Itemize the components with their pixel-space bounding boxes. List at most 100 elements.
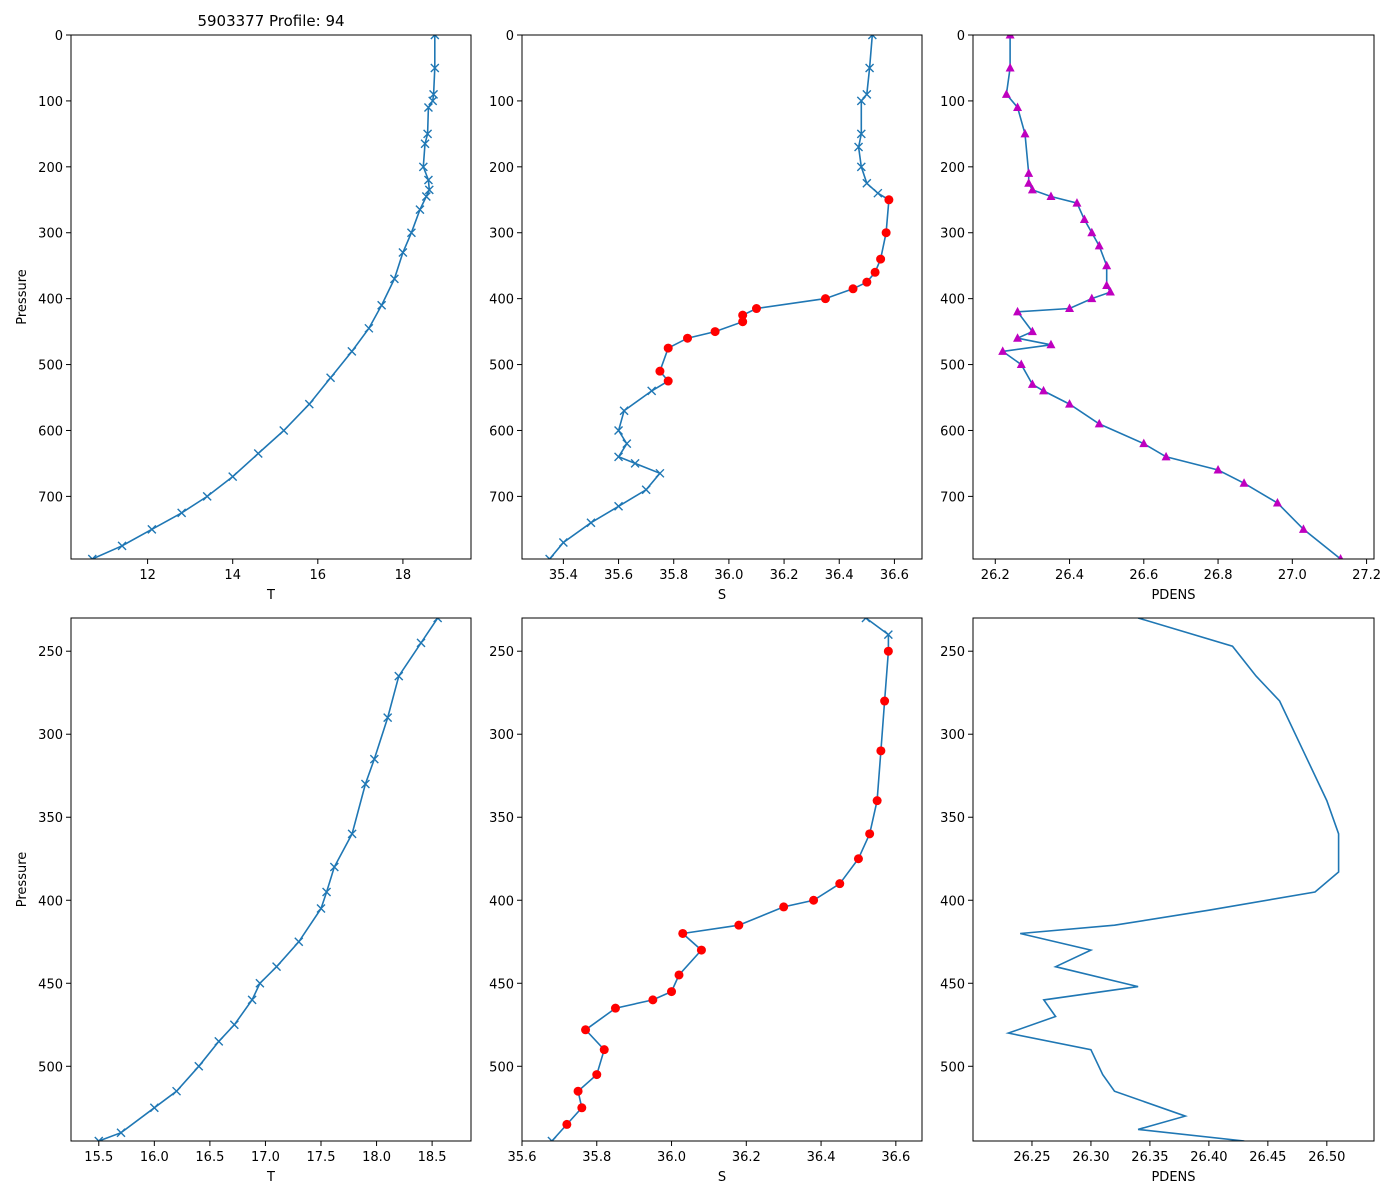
data-point xyxy=(430,63,440,73)
data-point xyxy=(389,274,399,284)
y-tick-label: 250 xyxy=(940,645,965,660)
series-line xyxy=(548,35,890,559)
panel-top-right: 26.2 26.4 26.6 26.8 27.0 27.2 0 100 200 300 400 500… xyxy=(940,29,1381,603)
x-tick-label: 16 xyxy=(310,568,327,583)
data-point xyxy=(87,554,97,559)
series-line xyxy=(1005,618,1340,1141)
data-point xyxy=(1005,35,1015,39)
x-tick-label: 26.35 xyxy=(1131,1150,1168,1165)
data-point xyxy=(696,945,706,955)
data-point xyxy=(1337,554,1344,559)
y-tick-label: 400 xyxy=(489,293,514,308)
data-point xyxy=(418,162,428,172)
data-point xyxy=(377,300,387,310)
x-axis-label: T xyxy=(266,588,275,603)
data-point xyxy=(347,346,357,356)
x-tick-label: 36.6 xyxy=(880,568,909,583)
y-tick-label: 700 xyxy=(38,490,63,505)
data-point xyxy=(1001,89,1011,98)
y-tick-label: 200 xyxy=(38,161,63,176)
data-point xyxy=(1027,326,1037,336)
data-point xyxy=(853,854,863,864)
data-point xyxy=(1072,198,1082,207)
x-tick-label: 26.40 xyxy=(1190,1150,1227,1165)
x-tick-label: 35.6 xyxy=(604,568,633,583)
x-tick-label: 35.4 xyxy=(549,568,578,583)
data-point xyxy=(304,399,314,409)
x-tick-label: 27.0 xyxy=(1278,568,1307,583)
data-point xyxy=(229,1020,239,1030)
y-tick-label: 450 xyxy=(489,977,514,992)
data-point xyxy=(678,928,688,938)
y-tick-label: 300 xyxy=(38,227,63,242)
data-point xyxy=(149,1103,159,1113)
data-point xyxy=(881,228,891,238)
series-line xyxy=(551,618,890,1141)
data-point xyxy=(614,452,624,462)
series-line xyxy=(91,35,436,559)
data-point xyxy=(1094,240,1104,250)
data-point xyxy=(663,376,673,386)
data-point xyxy=(424,185,434,195)
data-point xyxy=(599,1045,609,1055)
data-point xyxy=(272,962,282,972)
data-point xyxy=(779,902,789,912)
data-point xyxy=(415,205,425,215)
series-line xyxy=(1000,35,1342,559)
data-point xyxy=(364,323,374,333)
data-point xyxy=(648,995,658,1005)
data-point xyxy=(94,1136,104,1141)
x-tick-label: 36.4 xyxy=(807,1150,836,1165)
data-point xyxy=(322,887,332,897)
data-point xyxy=(883,630,893,640)
data-point xyxy=(876,254,886,264)
data-point xyxy=(581,1025,591,1035)
x-tick-label: 26.30 xyxy=(1072,1150,1109,1165)
data-point xyxy=(1046,191,1056,200)
y-tick-label: 100 xyxy=(940,95,965,110)
plot-area xyxy=(87,35,440,559)
data-point xyxy=(751,304,761,314)
data-point xyxy=(641,485,651,495)
data-point xyxy=(622,439,632,449)
data-point xyxy=(420,139,430,149)
plot-area xyxy=(998,35,1344,559)
data-point xyxy=(1139,438,1149,448)
y-tick-label: 200 xyxy=(489,161,514,176)
x-axis-label: S xyxy=(718,1170,726,1185)
y-tick-label: 500 xyxy=(489,1060,514,1075)
y-tick-label: 300 xyxy=(38,728,63,743)
data-point xyxy=(428,96,438,106)
x-tick-label: 12 xyxy=(139,568,156,583)
data-point xyxy=(872,796,882,806)
x-axis-label: T xyxy=(266,1170,275,1185)
y-tick-label: 600 xyxy=(940,424,965,439)
axes-frame xyxy=(972,617,1375,1142)
y-axis-label: Pressure xyxy=(15,269,30,325)
y-tick-label: 400 xyxy=(489,894,514,909)
x-tick-label: 36.2 xyxy=(732,1150,761,1165)
data-point xyxy=(214,1036,224,1046)
y-tick-label: 300 xyxy=(940,227,965,242)
data-point xyxy=(1020,128,1030,138)
y-tick-label: 500 xyxy=(38,1060,63,1075)
data-point xyxy=(577,1103,587,1113)
data-point xyxy=(117,541,127,551)
y-tick-label: 500 xyxy=(940,359,965,374)
plot-area xyxy=(545,35,894,559)
x-tick-label: 16.5 xyxy=(195,1150,224,1165)
data-point xyxy=(547,1136,557,1141)
data-point xyxy=(674,970,684,980)
data-point xyxy=(1027,379,1037,388)
axes-frame xyxy=(521,34,923,560)
data-point xyxy=(430,35,440,40)
x-tick-label: 14 xyxy=(224,568,241,583)
y-tick-label: 450 xyxy=(940,977,965,992)
data-point xyxy=(347,829,357,839)
data-point xyxy=(867,35,877,40)
data-point xyxy=(655,468,665,478)
x-tick-label: 15.5 xyxy=(84,1150,113,1165)
data-point xyxy=(194,1061,204,1071)
axes-frame xyxy=(972,34,1375,560)
